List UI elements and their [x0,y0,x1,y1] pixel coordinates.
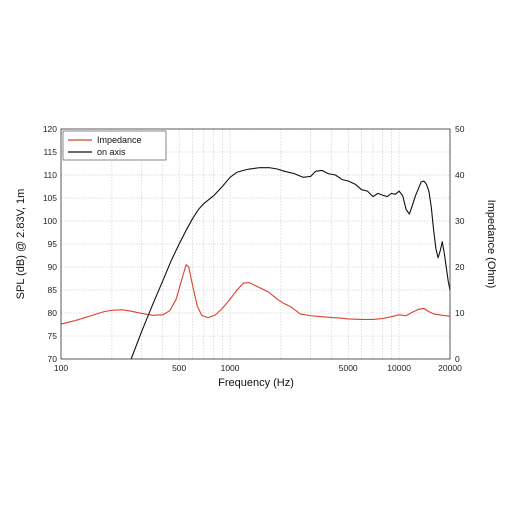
y2-tick-label: 0 [455,354,460,364]
x-tick-label: 5000 [339,363,358,373]
y2-tick-label: 40 [455,170,465,180]
y-tick-label: 95 [48,239,58,249]
y2-tick-label: 50 [455,124,465,134]
series-line-impedance [60,264,451,325]
x-tick-label: 20000 [438,363,462,373]
legend-label-on-axis: on axis [97,147,126,157]
x-tick-label: 100 [54,363,68,373]
y2-axis-label: Impedance (Ohm) [485,200,497,289]
legend: Impedance on axis [62,130,167,161]
y-tick-label: 80 [48,308,58,318]
y2-tick-label: 30 [455,216,465,226]
grid-lines [60,128,451,360]
x-tick-label: 500 [172,363,186,373]
y-tick-labels: 70 75 80 85 90 95 100 105 110 115 120 [43,124,57,364]
y-tick-label: 120 [43,124,57,134]
plot-frame [60,128,451,360]
x-tick-label: 10000 [387,363,411,373]
y-tick-label: 110 [43,170,57,180]
y-tick-label: 115 [43,147,57,157]
x-tick-labels: 100 500 1000 5000 10000 20000 [54,363,462,373]
x-axis-label: Frequency (Hz) [218,377,294,389]
y2-tick-label: 10 [455,308,465,318]
curves [60,167,451,360]
y-tick-label: 100 [43,216,57,226]
y-tick-label: 70 [48,354,58,364]
y2-tick-labels: 0 10 20 30 40 50 [455,124,465,364]
y-tick-label: 85 [48,285,58,295]
legend-label-impedance: Impedance [97,135,142,145]
y-tick-label: 90 [48,262,58,272]
y-axis-label: SPL (dB) @ 2.83V, 1m [15,189,27,300]
series-line-on-axis [130,167,451,360]
y-tick-label: 105 [43,193,57,203]
legend-box [62,130,167,161]
y2-tick-label: 20 [455,262,465,272]
x-tick-label: 1000 [221,363,240,373]
y-tick-label: 75 [48,331,58,341]
